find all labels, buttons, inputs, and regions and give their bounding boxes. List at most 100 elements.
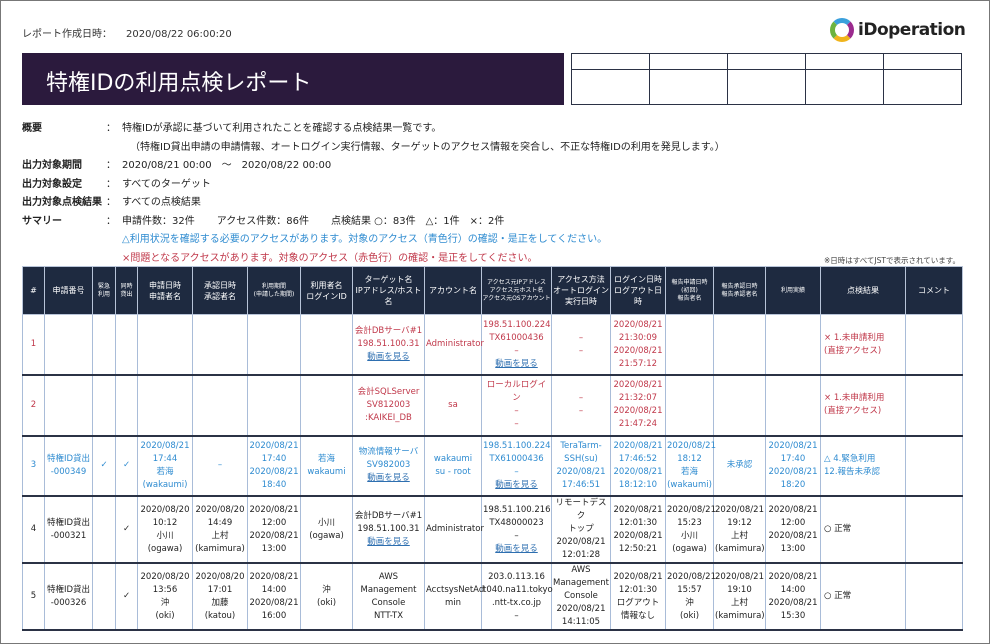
created-value: 2020/08/22 06:00:20 (126, 29, 232, 40)
table-cell (665, 314, 714, 376)
table-cell: 198.51.100.216 TX48000023 – 動画を見る (481, 496, 552, 564)
column-header: 申請日時 申請者名 (137, 266, 193, 315)
cell-text: 物流情報サーバ SV982003 (358, 447, 419, 471)
cell-text: 2020/08/20 10:12 小川 (ogawa) (140, 504, 190, 554)
table-cell: 2020/08/20 17:01 加藤 (katou) (192, 563, 248, 631)
table-cell: 小川 (ogawa) (300, 496, 353, 564)
cell-text: △ 4.緊急利用 12.報告未承認 (824, 453, 881, 477)
period-value: 2020/08/21 00:00 ～ 2020/08/22 00:00 (122, 160, 332, 171)
column-header: 同時 貸出 (115, 266, 138, 315)
colon: ： (106, 197, 116, 208)
period-label: 出力対象期間 (22, 160, 82, 171)
cell-text: 特権ID貸出 -000349 (46, 453, 91, 477)
cell-text: 198.51.100.224 TX61000436 – (483, 319, 551, 356)
table-cell: 1 (22, 314, 45, 376)
table-cell: Administrator (424, 314, 484, 376)
table-cell: Administrator (424, 496, 484, 564)
view-video-link[interactable]: 動画を見る (367, 537, 410, 547)
table-cell: TeraTarm- SSH(su) 2020/08/21 17:46:51 (551, 435, 611, 497)
cell-text: ○ 正常 (824, 524, 852, 534)
created-datetime: レポート作成日時： 2020/08/22 06:00:20 (22, 25, 246, 40)
cell-text: 2020/08/21 12:00 2020/08/21 13:00 (249, 504, 299, 554)
cell-text: 2020/08/21 17:40 2020/08/21 18:20 (768, 440, 818, 490)
column-header: 緊急 利用 (92, 266, 116, 315)
table-cell (905, 375, 963, 437)
cell-text: AcctsysNetAd min (426, 584, 485, 608)
table-cell (192, 314, 248, 376)
table-cell (765, 375, 821, 437)
table-cell: 2020/08/20 14:49 上村 (kamimura) (192, 496, 248, 564)
column-header: 利用者名 ログインID (300, 266, 353, 315)
view-video-link[interactable]: 動画を見る (367, 473, 410, 484)
table-cell: 2 (22, 375, 45, 437)
summary-access: アクセス件数：86件 (216, 215, 309, 227)
cell-text: AWS Management Console NTT-TX (360, 571, 417, 621)
view-video-link[interactable]: 動画を見る (495, 479, 538, 490)
column-header: 報告承認日時 報告承認者名 (713, 266, 766, 315)
cell-text: AWS Management Console 2020/08/21 14:11:… (553, 565, 609, 627)
table-cell: ✓ (115, 496, 138, 564)
table-cell: 会計DBサーバ#1 198.51.100.31 動画を見る (352, 496, 425, 564)
cell-text: 2020/08/21 19:12 上村 (kamimura) (715, 504, 765, 554)
table-cell: 特権ID貸出 -000349 (44, 435, 93, 497)
table-cell (115, 375, 138, 437)
table-row: 5 特権ID貸出 -000326 ✓ 2020/08/20 13:56 沖 (oki)… (22, 563, 963, 631)
table-cell: AcctsysNetAd min (424, 563, 485, 631)
table-cell (92, 314, 116, 376)
cell-text: 会計SQLServer SV812003 :KAIKEI_DB (357, 386, 420, 423)
cell-text: 2020/08/21 21:32:07 2020/08/21 21:47:24 (613, 380, 663, 430)
cell-text: ✓ (122, 591, 131, 601)
table-cell: 物流情報サーバ SV982003 動画を見る (352, 435, 425, 497)
warning-red: ×問題となるアクセスがあります。対象のアクセス（赤色行）の確認・是正をしてくださ… (122, 252, 538, 264)
cell-text: 2020/08/21 14:00 2020/08/21 15:30 (768, 571, 818, 621)
result-value: すべての点検結果 (122, 197, 201, 208)
column-header: 利用実績 (765, 266, 821, 315)
table-cell: 2020/08/21 18:12 若海 (wakaumi) (665, 435, 716, 497)
colon: ： (106, 123, 116, 134)
setting-label: 出力対象設定 (22, 178, 82, 190)
cell-text: 会計DBサーバ#1 198.51.100.31 (354, 326, 423, 349)
table-cell: 未承認 (713, 435, 766, 497)
cell-text: – – (578, 332, 584, 356)
cell-text: 2020/08/20 13:56 沖 (oki) (140, 571, 190, 621)
cell-text: 2020/08/21 12:00 2020/08/21 13:00 (768, 504, 818, 554)
table-cell (115, 314, 138, 376)
overview-text: 特権IDが承認に基づいて利用されたことを確認する点検結果一覧です。 (122, 123, 442, 134)
cell-text: 2020/08/21 21:30:09 2020/08/21 21:57:12 (613, 319, 663, 369)
table-cell: 203.0.113.16 t040.na11.tokyo .ntt-tx.co.… (481, 563, 553, 631)
table-cell (300, 375, 353, 437)
jst-note: ※日時はすべてJSTで表示されています。 (823, 256, 960, 265)
table-cell: 2020/08/21 21:32:07 2020/08/21 21:47:24 (610, 375, 666, 437)
approval-stamp-grid (571, 53, 962, 105)
result-cell: × 1.未申請利用 (直接アクセス) (820, 314, 906, 376)
column-header: アカウント名 (424, 266, 482, 315)
cell-text: sa (448, 399, 458, 410)
view-video-link[interactable]: 動画を見る (367, 352, 410, 362)
cell-text: 特権ID貸出 -000321 (46, 517, 91, 541)
summary-results: 点検結果 ○：83件 △：1件 ×：2件 (330, 215, 505, 227)
table-cell: 2020/08/21 19:12 上村 (kamimura) (713, 496, 766, 564)
column-header: 報告申請日時 (初回) 報告者名 (665, 266, 714, 315)
table-cell: 2020/08/21 12:00 2020/08/21 13:00 (247, 496, 301, 564)
summary-label: サマリー (22, 215, 62, 227)
table-cell: 198.51.100.224 TX61000436 – 動画を見る (481, 314, 552, 376)
cell-text: 未承認 (726, 460, 753, 471)
cell-text: 2 (30, 399, 37, 410)
cell-text: 2020/08/21 12:01:30 ログアウト 情報なし (613, 571, 663, 621)
cell-text: × 1.未申請利用 (直接アクセス) (824, 332, 885, 356)
view-video-link[interactable]: 動画を見る (495, 358, 538, 369)
table-cell: sa (424, 375, 482, 437)
cell-text: 2020/08/21 14:00 2020/08/21 16:00 (249, 571, 299, 621)
cell-text: 5 (30, 591, 37, 601)
view-video-link[interactable]: 動画を見る (495, 543, 538, 554)
table-cell: 2020/08/21 12:01:30 2020/08/21 12:50:21 (610, 496, 666, 564)
cell-text: 会計DBサーバ#1 198.51.100.31 (354, 511, 423, 534)
column-header: アクセス元IPアドレス アクセス元ホスト名 アクセス元OSアカウント (481, 266, 552, 315)
logo-icon (830, 18, 854, 42)
cell-text: 2020/08/20 14:49 上村 (kamimura) (195, 504, 245, 554)
table-cell (137, 314, 193, 376)
table-cell: 2020/08/20 13:56 沖 (oki) (137, 563, 193, 631)
table-cell: 2020/08/21 12:01:30 ログアウト 情報なし (610, 563, 666, 631)
table-cell (44, 375, 93, 437)
table-cell (192, 375, 248, 437)
